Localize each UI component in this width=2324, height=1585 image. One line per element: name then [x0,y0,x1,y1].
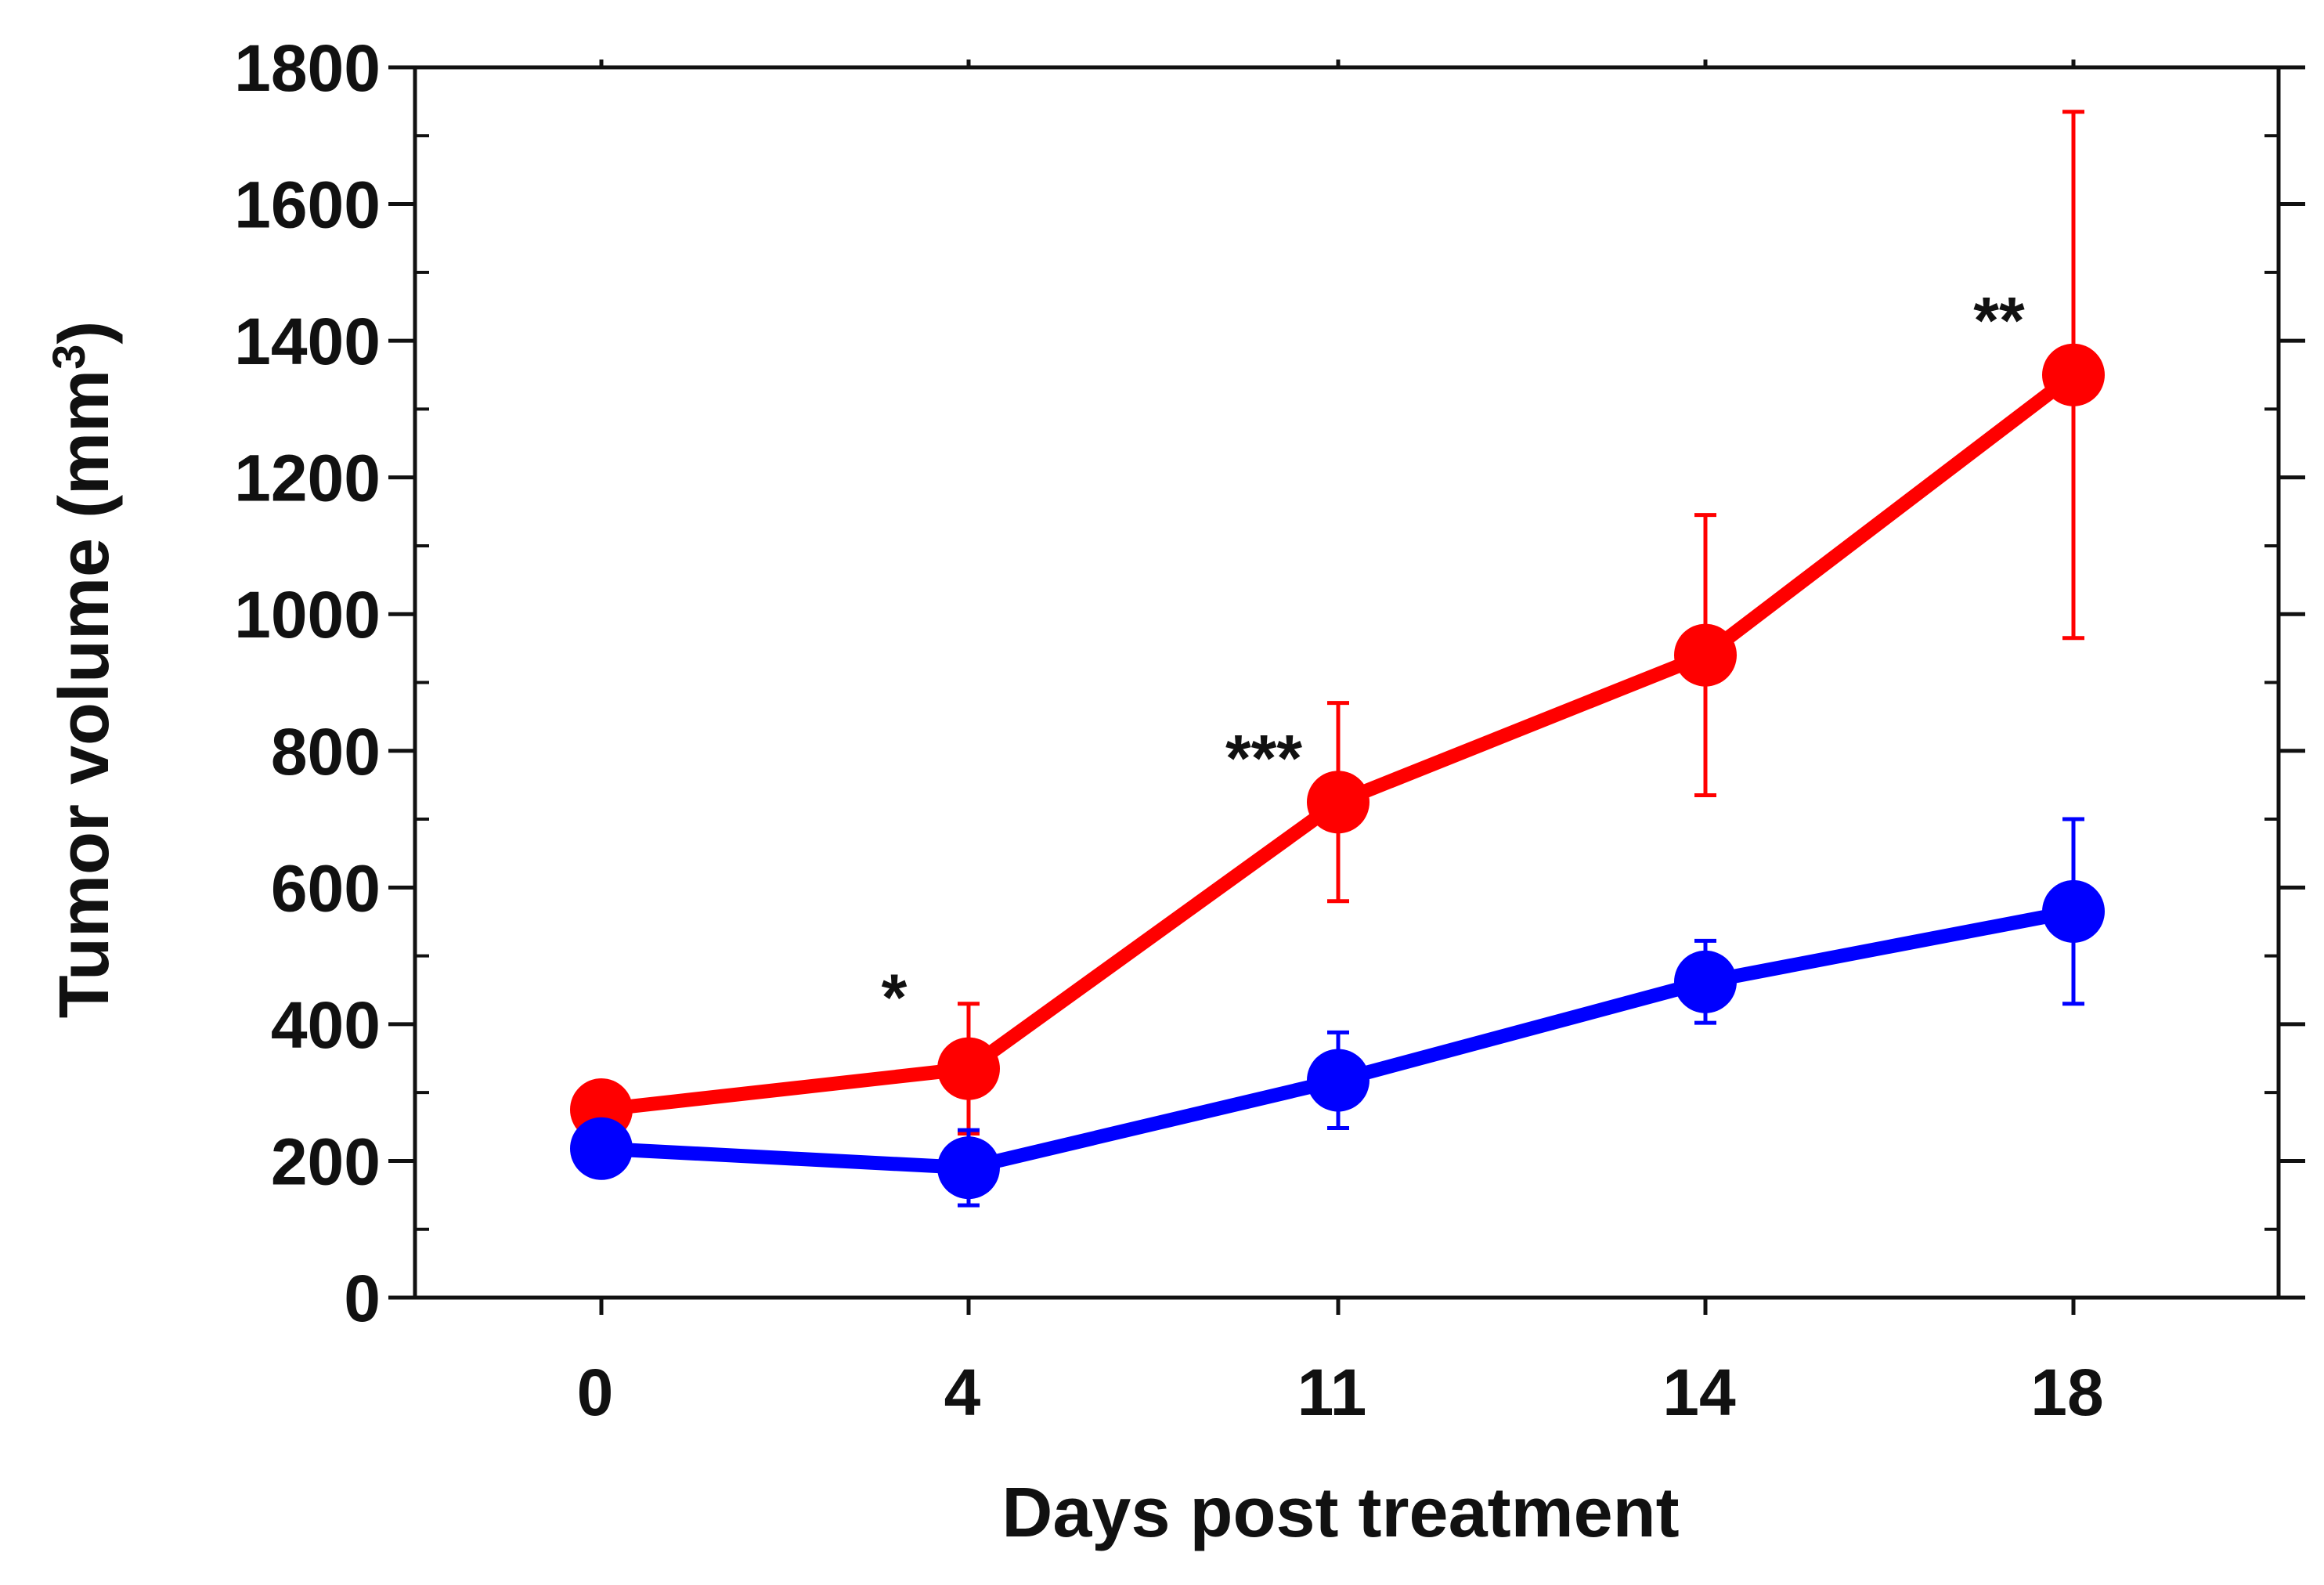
data-point [1674,623,1737,687]
data-point [2042,879,2105,943]
y-tick-label: 1800 [234,31,381,105]
series-blue-group [570,817,2105,1208]
data-point [1307,1049,1370,1112]
data-point [1674,950,1737,1013]
y-tick-label: 800 [271,715,381,789]
series-layer [570,110,2105,1208]
labels: Days post treatment Tumor volume (mm3) 0… [44,31,2104,1552]
y-tick-label: 1000 [234,578,381,652]
y-tick-label: 200 [271,1125,381,1198]
significance-marker: * [882,960,908,1034]
data-point [937,1037,1000,1100]
x-tick-label: 14 [1662,1356,1736,1429]
y-axis-title-close: ) [45,321,124,345]
data-point [2042,343,2105,406]
significance-marker: *** [1225,721,1302,795]
x-tick-label: 18 [2030,1356,2103,1429]
y-tick-label: 400 [271,988,381,1062]
series-red-group [570,110,2105,1141]
axes [388,60,2305,1315]
data-point [937,1136,1000,1200]
data-point [570,1117,633,1180]
y-tick-label: 0 [344,1262,381,1335]
significance-marker: ** [1973,283,2025,357]
x-axis-title: Days post treatment [1001,1474,1679,1552]
x-tick-label: 4 [944,1356,981,1429]
x-tick-label: 0 [577,1356,614,1429]
y-axis-title: Tumor volume (mm3) [44,321,124,1019]
y-tick-label: 600 [271,851,381,925]
y-tick-label: 1400 [234,305,381,378]
y-tick-label: 1600 [234,168,381,242]
y-tick-label: 1200 [234,442,381,515]
y-axis-title-main: Tumor volume (mm [45,370,124,1018]
x-tick-label: 11 [1297,1356,1367,1429]
y-axis-title-superscript: 3 [44,345,95,370]
data-point [1307,771,1370,834]
